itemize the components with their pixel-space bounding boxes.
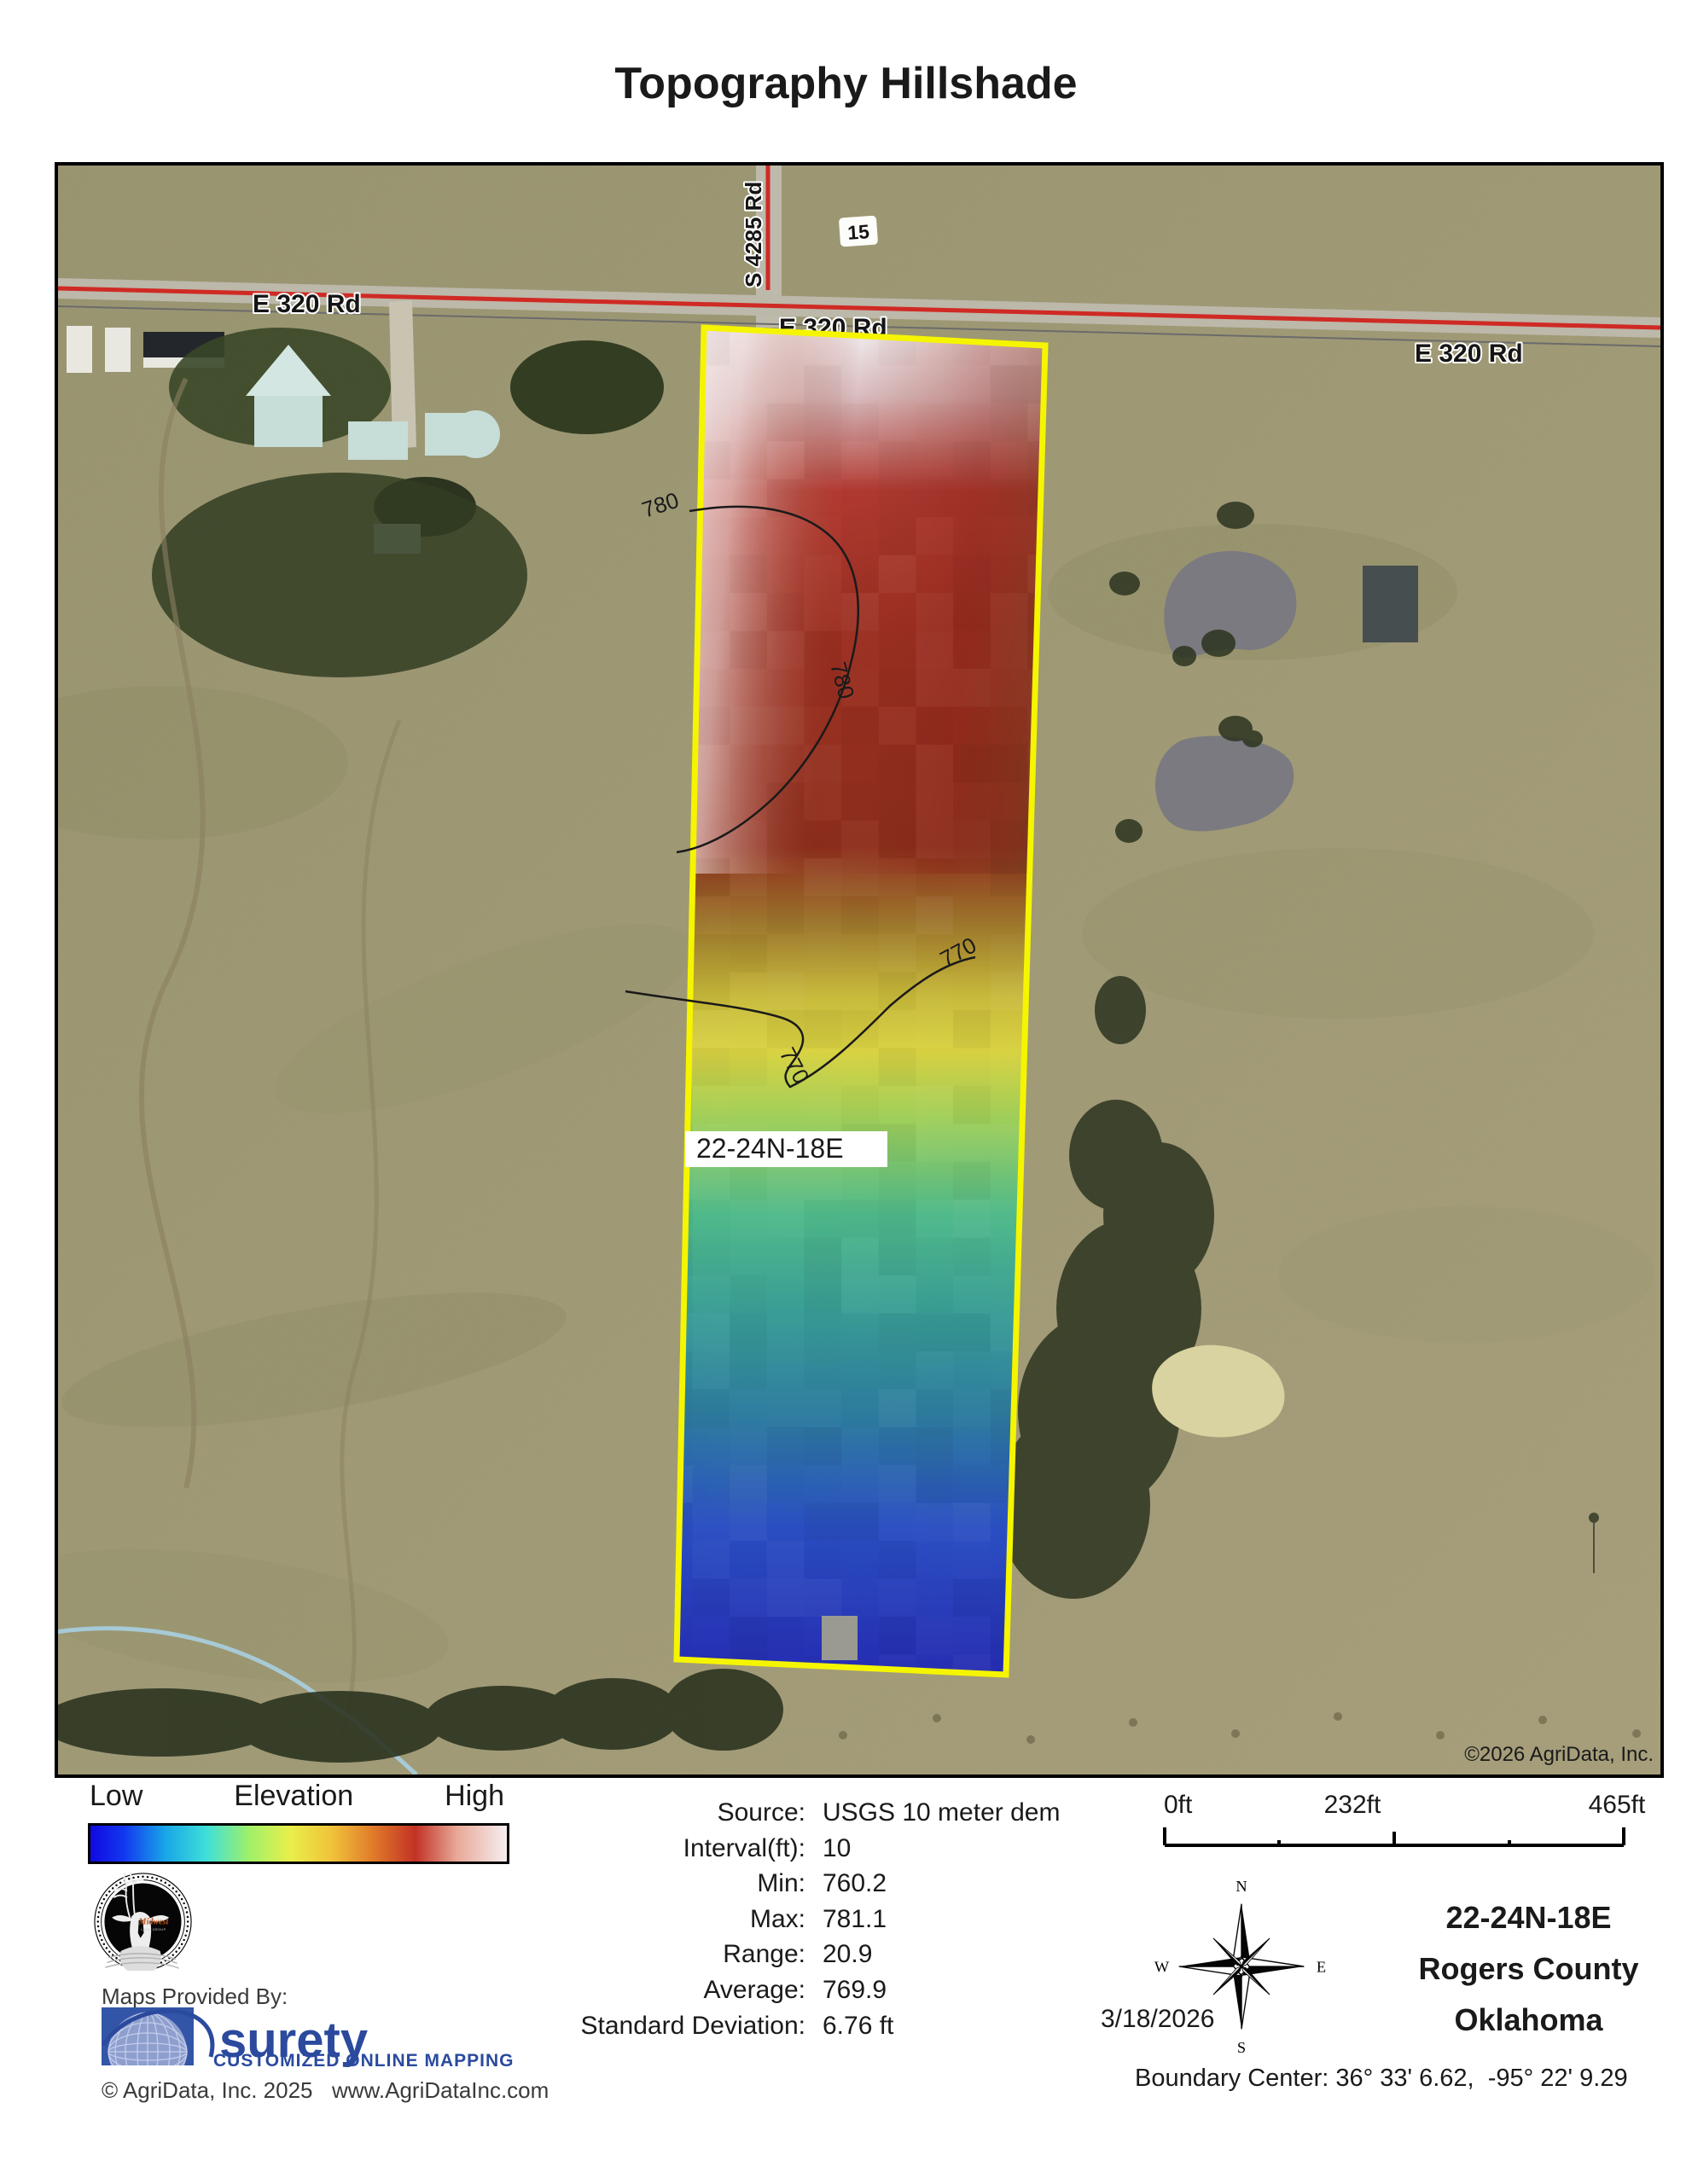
svg-text:15: 15 (846, 220, 870, 244)
svg-text:232ft: 232ft (1324, 1791, 1381, 1819)
svg-text:S: S (1237, 2039, 1246, 2056)
svg-text:0ft: 0ft (1164, 1791, 1193, 1819)
svg-text:E: E (1317, 1958, 1326, 1975)
svg-text:S 4285 Rd: S 4285 Rd (741, 182, 766, 288)
svg-text:W: W (1154, 1958, 1170, 1975)
svg-text:Midwest: Midwest (138, 1917, 170, 1926)
svg-text:22-24N-18E: 22-24N-18E (696, 1133, 844, 1164)
svg-text:E 320 Rd: E 320 Rd (1415, 340, 1523, 368)
svg-text:LAND GROUP: LAND GROUP (141, 1928, 166, 1931)
svg-text:E 320 Rd: E 320 Rd (253, 290, 361, 318)
svg-text:N: N (1236, 1878, 1247, 1895)
svg-text:©2026 AgriData, Inc.: ©2026 AgriData, Inc. (1464, 1743, 1654, 1766)
svg-text:465ft: 465ft (1589, 1791, 1646, 1819)
